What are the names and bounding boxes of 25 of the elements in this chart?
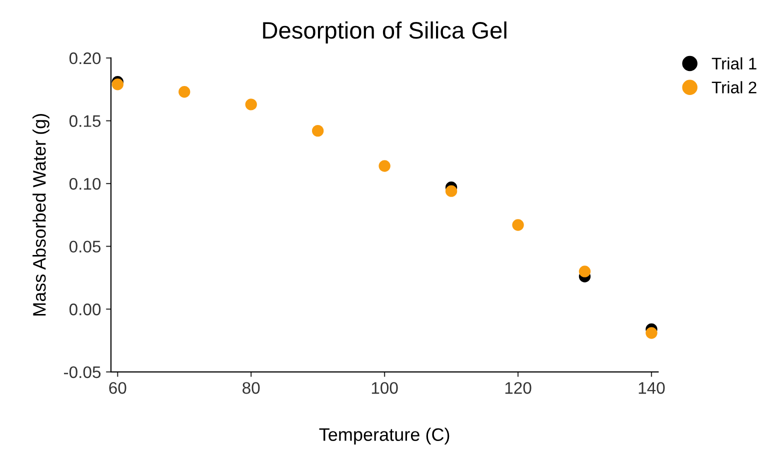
- legend-label: Trial 2: [712, 81, 756, 94]
- x-tick-label: 100: [372, 382, 398, 394]
- y-tick-label: 0.20: [69, 52, 101, 64]
- y-tick-label: 0.05: [69, 240, 101, 253]
- x-axis-title: Temperature (C): [319, 428, 450, 445]
- point: [112, 78, 124, 90]
- y-tick-label: -0.05: [64, 366, 101, 378]
- point: [178, 86, 190, 98]
- x-tick-label: 80: [242, 382, 260, 394]
- legend-label: Trial 1: [712, 57, 756, 70]
- y-tick-label: 0.00: [69, 304, 101, 316]
- y-tick-label: 0.15: [69, 115, 101, 127]
- y-tick-label: 0.10: [69, 178, 101, 190]
- point: [245, 98, 257, 110]
- x-tick-label: 60: [109, 382, 126, 394]
- point: [445, 185, 458, 197]
- chart-title: Desorption of Silica Gel: [263, 21, 506, 44]
- point: [512, 219, 524, 231]
- y-axis-title: Mass Absorbed Water (g): [32, 114, 50, 316]
- point: [312, 124, 324, 137]
- point: [578, 266, 591, 278]
- point: [646, 327, 658, 339]
- x-tick-label: 140: [638, 382, 665, 394]
- point: [378, 160, 390, 172]
- x-tick-label: 120: [505, 382, 532, 394]
